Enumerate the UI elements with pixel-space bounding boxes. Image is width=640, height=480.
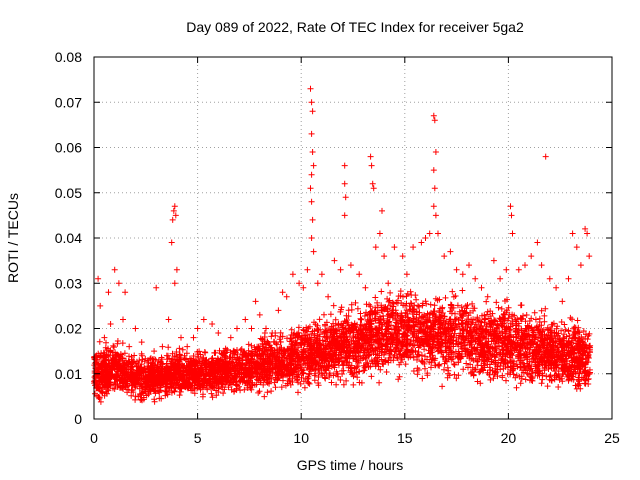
- x-axis-title: GPS time / hours: [297, 457, 404, 473]
- y-tick-label: 0.03: [55, 275, 82, 291]
- y-tick-label: 0.08: [55, 49, 82, 65]
- x-tick-label: 5: [194, 430, 202, 446]
- x-tick-label: 10: [293, 430, 309, 446]
- x-tick-label: 15: [397, 430, 413, 446]
- x-tick-label: 0: [90, 430, 98, 446]
- y-axis-title: ROTI / TECUs: [5, 193, 21, 283]
- y-tick-label: 0: [74, 411, 82, 427]
- y-tick-labels: 0 0.01 0.02 0.03 0.04 0.05 0.06 0.07 0.08: [55, 49, 82, 427]
- chart-title: Day 089 of 2022, Rate Of TEC Index for r…: [186, 19, 524, 35]
- y-tick-label: 0.02: [55, 321, 82, 337]
- x-tick-label: 25: [604, 430, 620, 446]
- y-tick-label: 0.04: [55, 230, 82, 246]
- grid: [94, 57, 612, 419]
- x-tick-labels: 0 5 10 15 20 25: [90, 430, 620, 446]
- scatter-markers: [91, 85, 594, 405]
- y-tick-label: 0.06: [55, 140, 82, 156]
- axis-ticks: [93, 56, 613, 420]
- y-tick-label: 0.01: [55, 366, 82, 382]
- x-tick-label: 20: [501, 430, 517, 446]
- y-tick-label: 0.05: [55, 185, 82, 201]
- data-points: [91, 85, 594, 405]
- y-tick-label: 0.07: [55, 94, 82, 110]
